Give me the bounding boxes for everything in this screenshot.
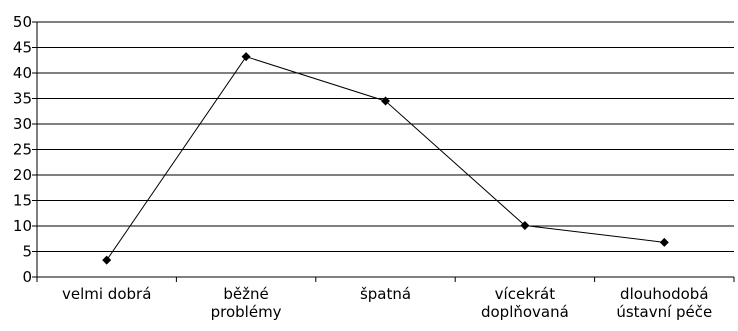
x-tick-label: špatná — [360, 285, 411, 303]
x-tick-label-line: velmi dobrá — [62, 285, 151, 303]
data-point-marker — [381, 96, 390, 106]
y-tick-labels: 0 5 10 15 20 25 30 35 40 45 50 — [13, 13, 32, 286]
x-tick-label-line: běžné — [223, 285, 268, 303]
x-tick-label-line: dlouhodobá — [620, 285, 708, 303]
y-tick-label: 10 — [13, 217, 32, 235]
y-tick-label: 30 — [13, 115, 32, 133]
x-tick-label-line: ústavní péče — [616, 303, 712, 321]
x-tick-label-line: doplňovaná — [481, 303, 569, 321]
y-tick-label: 45 — [13, 39, 32, 57]
x-tick-label-line: problémy — [211, 303, 282, 321]
data-point-marker — [520, 220, 530, 230]
y-tick-label: 5 — [22, 243, 32, 261]
series-group — [102, 52, 669, 265]
y-tick-label: 15 — [13, 192, 32, 210]
gridlines — [37, 21, 734, 252]
data-point-marker — [241, 52, 251, 62]
x-tick-label: vícekrát doplňovaná — [481, 285, 569, 321]
x-tick-label-line: špatná — [360, 285, 411, 303]
series-line — [106, 56, 665, 261]
y-tick-label: 20 — [13, 166, 32, 184]
x-tick-label: dlouhodobá ústavní péče — [616, 285, 712, 321]
x-tick-label-line: vícekrát — [495, 285, 556, 303]
axes — [32, 21, 735, 282]
y-tick-label: 25 — [13, 141, 32, 159]
x-tick-labels: velmi dobrá běžné problémy špatná vícekrát do… — [62, 285, 712, 321]
data-point-marker — [659, 237, 669, 247]
y-tick-label: 50 — [13, 13, 32, 31]
x-tick-label: velmi dobrá — [62, 285, 151, 303]
y-tick-label: 40 — [13, 64, 32, 82]
data-point-marker — [102, 255, 112, 265]
x-tick-label: běžné problémy — [211, 285, 282, 321]
y-tick-label: 35 — [13, 90, 32, 108]
y-tick-label: 0 — [22, 268, 32, 286]
